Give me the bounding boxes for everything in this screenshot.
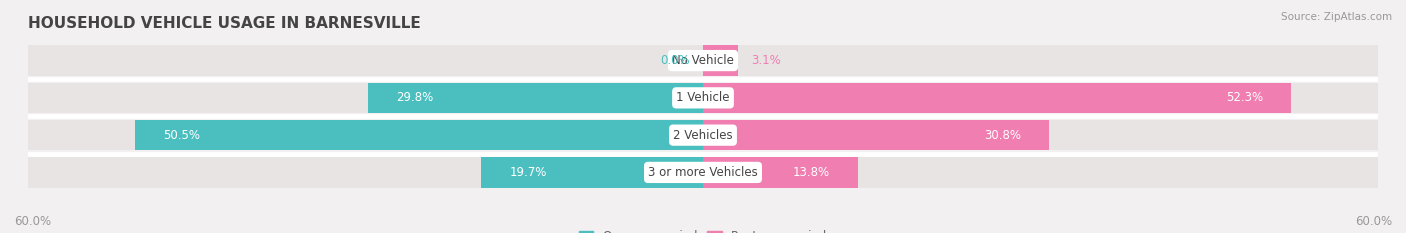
- Text: 29.8%: 29.8%: [396, 91, 433, 104]
- Bar: [703, 120, 1049, 151]
- Bar: [28, 45, 1378, 76]
- Bar: [28, 82, 1378, 113]
- Bar: [135, 120, 703, 151]
- Bar: [703, 157, 858, 188]
- Text: 30.8%: 30.8%: [984, 129, 1021, 142]
- Text: HOUSEHOLD VEHICLE USAGE IN BARNESVILLE: HOUSEHOLD VEHICLE USAGE IN BARNESVILLE: [28, 16, 420, 31]
- Text: 19.7%: 19.7%: [509, 166, 547, 179]
- Bar: [28, 120, 1378, 151]
- Text: Source: ZipAtlas.com: Source: ZipAtlas.com: [1281, 12, 1392, 22]
- Text: 13.8%: 13.8%: [793, 166, 830, 179]
- Text: 0.0%: 0.0%: [659, 54, 689, 67]
- Text: 3.1%: 3.1%: [751, 54, 782, 67]
- Text: 52.3%: 52.3%: [1226, 91, 1263, 104]
- Text: 60.0%: 60.0%: [14, 215, 51, 228]
- Bar: [703, 45, 738, 76]
- Bar: [368, 82, 703, 113]
- Text: 3 or more Vehicles: 3 or more Vehicles: [648, 166, 758, 179]
- Text: 1 Vehicle: 1 Vehicle: [676, 91, 730, 104]
- Bar: [481, 157, 703, 188]
- Bar: [703, 82, 1291, 113]
- Legend: Owner-occupied, Renter-occupied: Owner-occupied, Renter-occupied: [574, 225, 832, 233]
- Text: No Vehicle: No Vehicle: [672, 54, 734, 67]
- Text: 2 Vehicles: 2 Vehicles: [673, 129, 733, 142]
- Bar: [28, 157, 1378, 188]
- Text: 60.0%: 60.0%: [1355, 215, 1392, 228]
- Text: 50.5%: 50.5%: [163, 129, 200, 142]
